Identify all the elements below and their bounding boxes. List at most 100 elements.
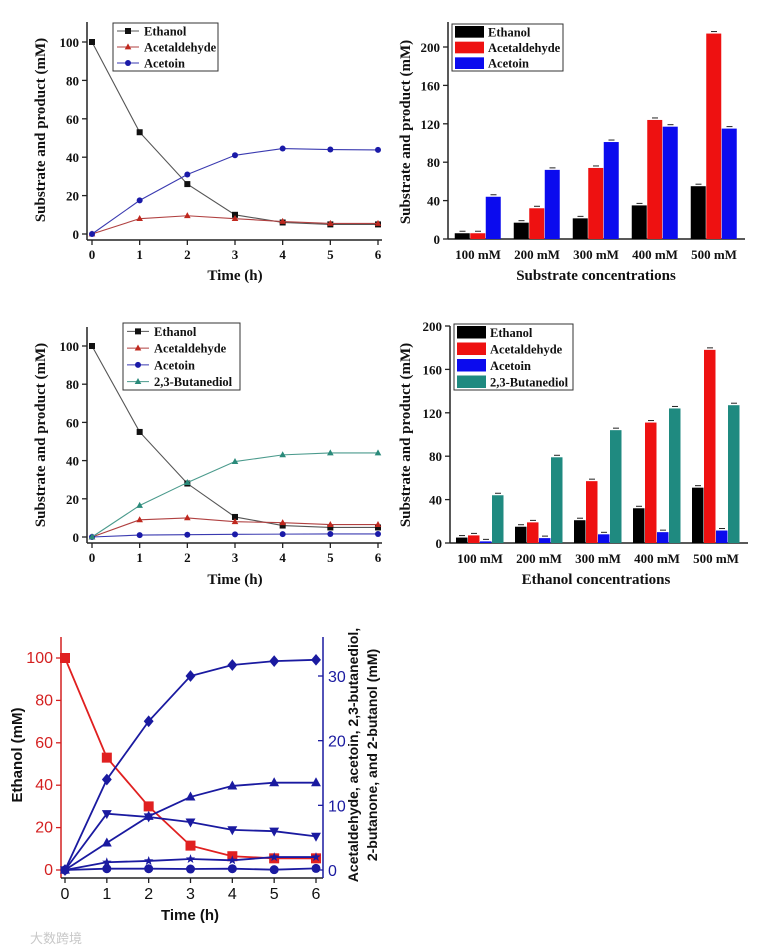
data-point [231, 215, 239, 222]
legend-marker [124, 43, 132, 50]
data-point [279, 145, 286, 152]
data-point [227, 659, 238, 671]
data-point [269, 852, 279, 862]
bar-acetoin [721, 128, 737, 239]
x-tick-label: 500 mM [691, 247, 737, 262]
data-point [136, 215, 143, 222]
chart-substrate-concentration-bars: 0 40 80 120 160 200 Substrate and product (mM)… [398, 22, 745, 284]
legend-label: Acetoin [144, 57, 185, 71]
legend-label: Acetaldehyde [488, 41, 561, 55]
data-point [144, 856, 154, 865]
x-tick-label: 100 mM [457, 551, 503, 566]
x-tick-label: 5 [270, 886, 279, 903]
legend-label: Acetoin [490, 359, 531, 373]
data-point [269, 865, 279, 875]
legend-label: Acetaldehyde [154, 342, 227, 356]
data-point [184, 212, 191, 219]
series-star [60, 852, 321, 874]
data-point [269, 777, 280, 787]
y-tick-label: 120 [423, 406, 443, 421]
y-tick-label: 20 [66, 189, 79, 204]
x-axis-label: Ethanol concentrations [522, 572, 671, 588]
data-point [136, 428, 143, 435]
x-tick-label: 4 [279, 550, 286, 565]
y-tick-label: 60 [35, 735, 53, 752]
x-axis-label: Substrate concentrations [516, 268, 676, 284]
x-tick-label: 1 [136, 550, 143, 565]
y-tick-label: 40 [66, 150, 79, 165]
legend-swatch [457, 326, 486, 339]
legend-marker [134, 344, 142, 351]
bar-ethanol [454, 233, 470, 239]
y-tick-label: 200 [421, 40, 441, 55]
y-tick-label: 100 [60, 339, 80, 354]
data-point [101, 773, 112, 786]
data-point [185, 818, 196, 828]
data-point [184, 478, 191, 485]
y-axis-label: Substrate and product (mM) [33, 343, 49, 527]
x-tick-label: 100 mM [455, 247, 501, 262]
x-tick-label: 2 [144, 886, 153, 903]
data-point [311, 852, 321, 862]
x-axis-label: Time (h) [161, 907, 219, 924]
x-tick-label: 6 [375, 247, 382, 262]
data-point [327, 524, 334, 531]
y-tick-label: 100 [60, 35, 80, 50]
x-tick-label: 6 [375, 550, 382, 565]
watermark: 大数跨境 [30, 931, 83, 946]
data-point [327, 449, 334, 456]
y-tick-label: 80 [427, 155, 440, 170]
series-line [64, 658, 317, 871]
bar-acetoin [544, 169, 560, 239]
data-point [375, 524, 381, 531]
data-point [102, 857, 112, 867]
bar-acetaldehyde [470, 233, 486, 239]
data-point [143, 801, 154, 812]
data-point [232, 211, 238, 218]
bar-acetaldehyde [468, 535, 480, 543]
y-tick-label: 0 [436, 536, 443, 551]
data-point [227, 855, 237, 865]
bar-2-3-butanediol [728, 405, 740, 543]
legend-label: Acetaldehyde [144, 41, 217, 55]
data-point [143, 715, 154, 728]
data-point [185, 791, 196, 801]
legend-swatch [455, 41, 484, 54]
y-tick-label: 120 [421, 117, 441, 132]
data-point [144, 864, 154, 874]
x-tick-label: 3 [232, 550, 239, 565]
data-point [232, 513, 238, 520]
data-point [136, 129, 143, 136]
y-tick-label: 160 [423, 362, 443, 377]
x-tick-label: 1 [136, 247, 143, 262]
chart-ethanol-concentration-bars: 0 40 80 120 160 200 Substrate and product (mM)… [398, 319, 748, 588]
data-point [232, 152, 238, 159]
right-y-tick-label: 10 [328, 798, 346, 815]
data-point [375, 146, 381, 153]
data-point [101, 752, 112, 763]
x-tick-label: 4 [228, 886, 237, 903]
y-tick-label: 100 [26, 650, 53, 667]
legend-marker [135, 328, 141, 335]
data-point [136, 197, 143, 204]
x-tick-label: 6 [312, 886, 321, 903]
x-tick-label: 400 mM [634, 551, 680, 566]
bar-acetoin [539, 538, 551, 543]
bar-ethanol [513, 222, 529, 239]
bar-acetaldehyde [529, 208, 545, 239]
x-tick-label: 300 mM [573, 247, 619, 262]
data-point [89, 39, 95, 45]
x-tick-label: 3 [232, 247, 239, 262]
data-point [101, 837, 112, 847]
data-point [311, 863, 321, 873]
data-point [327, 219, 334, 226]
data-point [184, 181, 191, 188]
bar-ethanol [574, 520, 586, 543]
x-tick-label: 5 [327, 550, 334, 565]
data-point [184, 531, 191, 538]
y-tick-label: 0 [44, 862, 53, 879]
y-tick-label: 20 [66, 492, 79, 507]
